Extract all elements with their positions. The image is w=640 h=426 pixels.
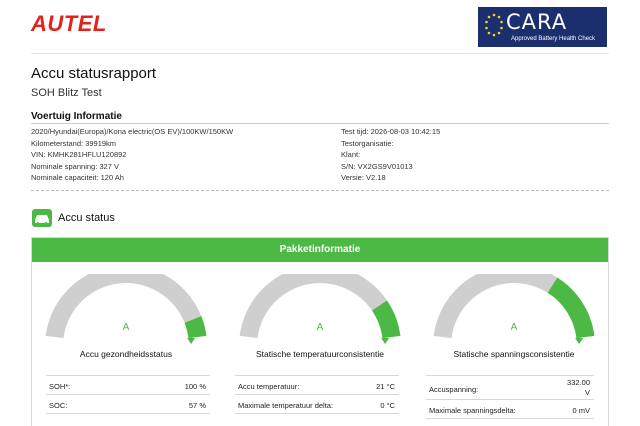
max-temperature-delta-value: 0 °C: [380, 401, 395, 410]
max-voltage-delta-label: Maximale spanningsdelta:: [429, 406, 516, 415]
vehicle-nominal-capacity: Nominale capaciteit: 120 Ah: [31, 173, 124, 182]
health-gauge-arc: [45, 274, 207, 344]
vehicle-info-right: Test tijd: 2026-08-03 10:42:15 Testorgan…: [341, 126, 601, 184]
test-organisation: Testorganisatie:: [341, 138, 394, 148]
battery-voltage-label: Accuspanning:: [429, 385, 479, 394]
gauge-temperature: A Statische temperatuurconsistentie: [225, 264, 415, 424]
gauge-level-segment: [371, 300, 401, 339]
voltage-grade: A: [510, 322, 518, 333]
voltage-gauge-arc: [433, 274, 595, 344]
vehicle-info-heading: Voertuig Informatie: [31, 111, 122, 122]
gauge-level-segment: [547, 277, 595, 339]
voltage-gauge-title: Statische spanningsconsistentie: [453, 349, 575, 359]
eu-stars-icon: [485, 13, 503, 37]
software-version: Versie: V2.18: [341, 173, 386, 182]
soc-value: 57 %: [188, 401, 206, 410]
table-row: Accu temperatuur: 21 °C: [235, 376, 399, 395]
health-stats-table: SOH*: 100 % SOC: 57 %: [46, 375, 210, 414]
test-time: Test tijd: 2026-08-03 10:42:15: [341, 127, 441, 136]
vehicle-nominal-voltage: Nominale spanning: 327 V: [31, 161, 119, 171]
package-info-panel: Pakketinformatie: [31, 237, 609, 426]
battery-temperature-value: 21 °C: [376, 382, 395, 391]
car-battery-icon: [32, 209, 52, 227]
table-row: SOH*: 100 %: [46, 376, 210, 395]
cara-wordmark: CARA: [506, 10, 568, 34]
page-subtitle: SOH Blitz Test: [31, 87, 102, 99]
vehicle-vin: VIN: KMHK281HFLU120892: [31, 150, 127, 159]
battery-voltage-value: 332.00 V: [567, 378, 590, 397]
temperature-grade: A: [316, 322, 324, 333]
cara-logo: CARA Approved Battery Health Check: [478, 7, 607, 47]
soh-value: 100 %: [184, 382, 206, 391]
gauge-health: A Accu gezondheidsstatus: [31, 264, 221, 424]
report-header: AUTEL CARA Approved Battery Health Check: [0, 0, 640, 52]
customer: Klant:: [341, 150, 361, 159]
health-gauge-title: Accu gezondheidsstatus: [79, 349, 173, 359]
vehicle-mileage: Kilometerstand: 39919km: [31, 138, 117, 148]
table-row: SOC: 57 %: [46, 395, 210, 414]
soh-label: SOH*:: [49, 382, 71, 391]
table-row: Accuspanning: 332.00 V: [426, 376, 594, 400]
header-divider: [31, 53, 609, 54]
vehicle-info-left: 2020/Hyundai(Europa)/Kona electric(OS EV…: [31, 126, 331, 184]
autel-logo: AUTEL: [31, 11, 107, 36]
temperature-gauge-title: Statische temperatuurconsistentie: [255, 349, 385, 359]
gauge-pointer-icon: [381, 338, 390, 344]
max-voltage-delta-value: 0 mV: [572, 406, 590, 415]
health-grade: A: [122, 322, 130, 333]
gauge-pointer-icon: [187, 338, 196, 344]
vehicle-model: 2020/Hyundai(Europa)/Kona electric(OS EV…: [31, 127, 234, 136]
gauge-voltage: A Statische spanningsconsistentie: [419, 264, 609, 424]
temperature-gauge-arc: [239, 274, 401, 344]
info-dashed-divider: [31, 190, 609, 191]
vehicle-info-divider: [31, 123, 609, 124]
cara-tagline: Approved Battery Health Check: [511, 36, 596, 42]
page-title: Accu statusrapport: [31, 65, 157, 82]
panel-title: Pakketinformatie: [32, 238, 608, 262]
max-temperature-delta-label: Maximale temperatuur delta:: [238, 401, 334, 410]
table-row: Maximale spanningsdelta: 0 mV: [426, 400, 594, 419]
gauge-track: [45, 274, 207, 339]
soc-label: SOC:: [49, 401, 68, 410]
voltage-stats-table: Accuspanning: 332.00 V Maximale spanning…: [426, 375, 594, 419]
accu-status-heading: Accu status: [58, 212, 115, 224]
gauge-level-segment: [184, 316, 207, 339]
gauge-pointer-icon: [575, 338, 584, 344]
table-row: Maximale temperatuur delta: 0 °C: [235, 395, 399, 414]
temperature-stats-table: Accu temperatuur: 21 °C Maximale tempera…: [235, 375, 399, 414]
battery-temperature-label: Accu temperatuur:: [238, 382, 300, 391]
serial-number: S/N: VX2GS9V01013: [341, 161, 413, 171]
